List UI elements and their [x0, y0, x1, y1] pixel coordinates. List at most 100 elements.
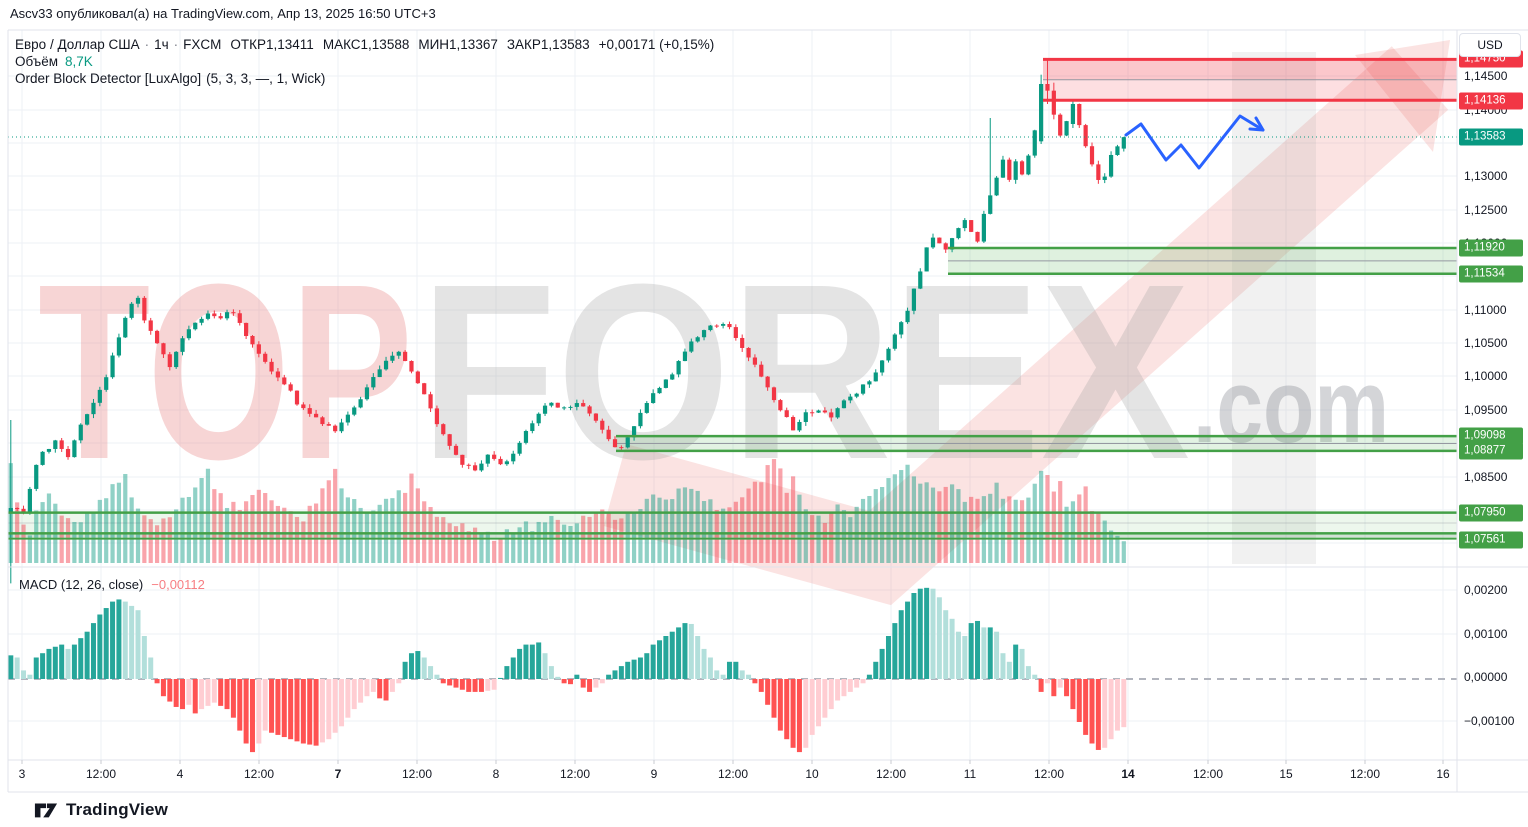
legend-symbol-row[interactable]: Евро / Доллар США · 1ч · FXCM ОТКР1,13411 МАКС…: [15, 36, 714, 53]
candle: [135, 297, 141, 304]
macd-histogram-bar: [561, 679, 567, 684]
candle: [969, 220, 974, 232]
volume-bar: [116, 482, 122, 563]
macd-histogram-bar: [428, 666, 434, 679]
tradingview-logo-icon[interactable]: [34, 799, 58, 821]
candle: [377, 369, 382, 378]
candle: [1039, 83, 1044, 142]
volume-bar: [1013, 499, 1018, 563]
time-scale[interactable]: 3 12:00 4 12:00 7 12:00 8 12:00 9 12:00 10 12:00 11 1…: [0, 762, 1457, 792]
tradingview-brand[interactable]: TradingView: [66, 800, 169, 819]
candle: [142, 297, 147, 321]
candle: [1096, 164, 1101, 180]
forecast-arrow-drawing[interactable]: [1124, 114, 1265, 170]
legend-volume-row[interactable]: Объём 8,7K: [15, 53, 714, 70]
candle: [835, 408, 840, 418]
candle: [21, 508, 26, 513]
candle: [256, 344, 261, 354]
time-tick-label: 9: [650, 767, 658, 781]
volume-bar: [403, 492, 408, 563]
price-scale[interactable]: 1,145001,140001,130001,125001,120001,110…: [1457, 30, 1528, 792]
macd-histogram-bar: [415, 651, 421, 679]
macd-histogram-bar: [33, 657, 39, 679]
volume-bar: [174, 509, 179, 563]
macd-histogram-bar: [27, 674, 33, 679]
macd-histogram-bar: [1013, 644, 1019, 679]
volume-bar: [97, 499, 102, 563]
candle: [549, 402, 554, 406]
indicator-name: Order Block Detector [LuxAlgo]: [15, 71, 202, 86]
symbol-interval[interactable]: 1ч: [154, 37, 169, 52]
volume-bar: [746, 488, 751, 563]
macd-histogram-bar: [167, 679, 173, 702]
candle: [612, 439, 618, 448]
candle: [479, 463, 484, 471]
candle: [1000, 159, 1006, 178]
volume-bar: [415, 488, 420, 563]
candle: [34, 464, 39, 489]
macd-histogram-bar: [383, 679, 389, 701]
symbol-title[interactable]: Евро / Доллар США: [15, 37, 140, 52]
volume-bar: [352, 499, 357, 563]
watermark-forex: FOREX: [420, 232, 1190, 511]
macd-histogram-bar: [1064, 679, 1070, 697]
candle: [625, 437, 630, 448]
macd-histogram-bar: [968, 623, 974, 679]
candle: [511, 453, 516, 462]
macd-legend-row[interactable]: MACD (12, 26, close) −0,00112: [19, 577, 205, 592]
candle: [937, 237, 942, 244]
macd-histogram-bar: [281, 679, 287, 738]
watermark-top: TOP: [38, 232, 413, 511]
candle: [180, 338, 185, 352]
candle: [829, 412, 834, 418]
price-tick-label: 0,00000: [1464, 670, 1508, 684]
candle: [810, 412, 815, 414]
candle: [956, 228, 961, 239]
macd-histogram-bar: [447, 679, 453, 686]
candle: [498, 458, 503, 465]
volume-bar: [148, 519, 153, 563]
ohlc-item: ОТКР1,13411: [230, 37, 314, 52]
candle: [123, 317, 128, 338]
macd-histogram-bar: [478, 679, 484, 692]
candle: [504, 461, 509, 465]
macd-histogram-bar: [707, 657, 713, 679]
volume-bar: [841, 510, 847, 563]
macd-histogram-bar: [300, 679, 306, 744]
macd-histogram-bar: [243, 679, 249, 744]
candle: [644, 403, 649, 413]
order-block-fills: [8, 59, 1457, 539]
currency-button[interactable]: USD: [1459, 33, 1521, 57]
volume-bar: [568, 526, 573, 563]
macd-histogram-bar: [936, 597, 942, 679]
volume-bar: [689, 488, 694, 563]
candle: [631, 426, 637, 438]
candle: [581, 403, 586, 407]
volume-bar: [180, 497, 185, 563]
legend-indicator-row[interactable]: Order Block Detector [LuxAlgo] (5, 3, 3, …: [15, 70, 714, 87]
macd-histogram-bar: [567, 679, 573, 685]
candle: [860, 384, 866, 394]
macd-histogram-bar: [777, 679, 783, 731]
macd-histogram-bar: [269, 679, 275, 733]
time-tick-label: 4: [176, 767, 184, 781]
volume-bar: [600, 509, 605, 563]
candle: [492, 454, 497, 459]
candle: [905, 310, 910, 323]
symbol-exchange[interactable]: FXCM: [183, 37, 222, 52]
macd-histogram-bar: [1025, 666, 1031, 679]
time-tick-label: 12:00: [1033, 767, 1065, 781]
volume-bar: [854, 506, 859, 563]
macd-histogram-bar: [358, 679, 364, 703]
volume-bar: [975, 498, 980, 563]
candle: [313, 413, 319, 418]
volume-bar: [472, 527, 478, 563]
candle: [1026, 155, 1031, 175]
candle: [988, 195, 993, 214]
price-label-chip: 1,14136: [1459, 92, 1523, 110]
candle: [453, 445, 459, 455]
macd-histogram-bar: [994, 631, 1000, 679]
price-tick-label: 0,00100: [1464, 627, 1508, 641]
macd-histogram-bar: [1032, 674, 1038, 679]
